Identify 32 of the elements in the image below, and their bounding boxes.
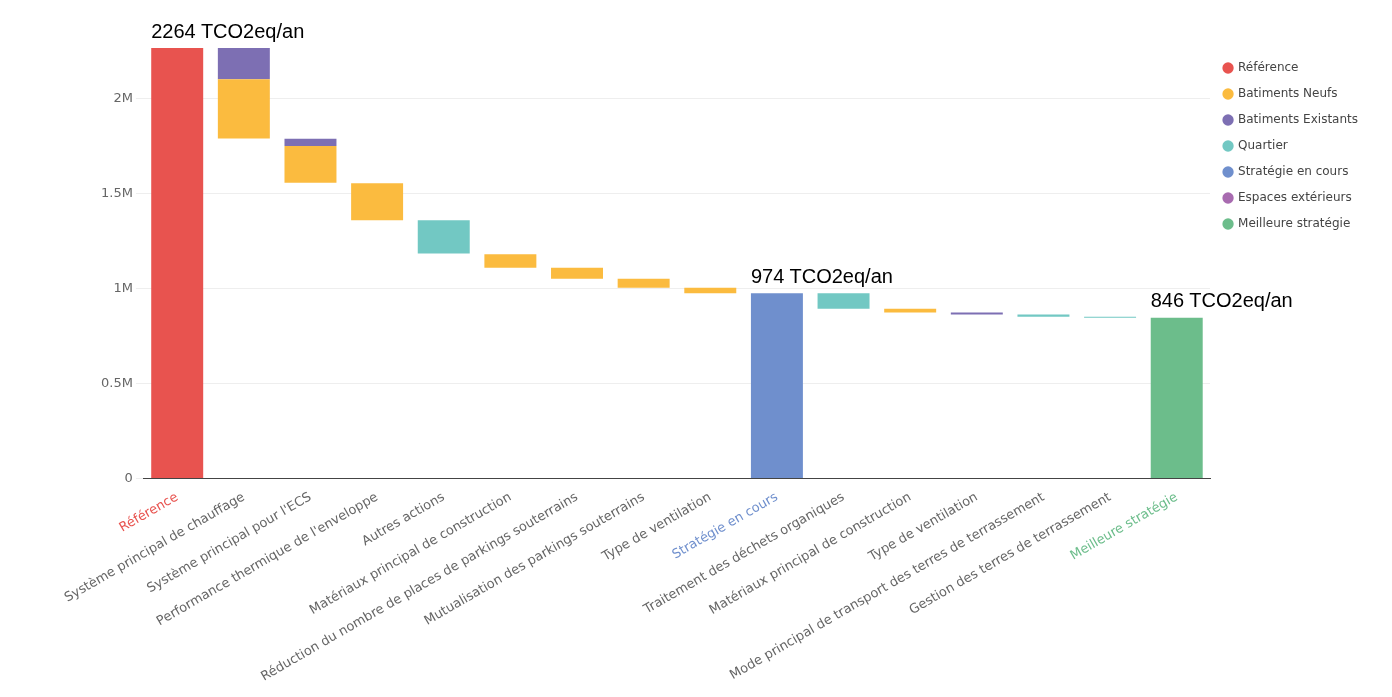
legend-label: Batiments Existants	[1238, 112, 1358, 127]
bar	[551, 267, 603, 279]
legend-label: Quartier	[1238, 138, 1288, 153]
bar	[217, 79, 270, 139]
bar	[617, 278, 670, 288]
bar	[351, 183, 404, 221]
bar	[484, 254, 537, 268]
bar	[1017, 314, 1070, 317]
y-tick-label: 1.5M	[101, 184, 133, 200]
legend-label: Référence	[1238, 60, 1299, 75]
y-tick-label: 1M	[113, 279, 133, 295]
bar	[151, 48, 204, 479]
bar	[1150, 317, 1203, 479]
legend-label: Espaces extérieurs	[1238, 190, 1352, 205]
legend-label: Meilleure stratégie	[1238, 216, 1351, 231]
bar	[284, 145, 337, 183]
bar	[684, 287, 737, 294]
annotation: 2264 TCO2eq/an	[151, 19, 305, 42]
annotation: 974 TCO2eq/an	[750, 264, 893, 287]
bar	[417, 220, 470, 254]
bar	[217, 48, 270, 80]
legend-label: Batiments Neufs	[1238, 86, 1338, 101]
bar	[817, 293, 870, 309]
bar	[284, 138, 337, 146]
y-tick-label: 0.5M	[101, 374, 133, 390]
bar	[884, 308, 937, 313]
legend-label: Stratégie en cours	[1238, 164, 1349, 179]
annotation: 846 TCO2eq/an	[1150, 289, 1293, 312]
bar	[750, 293, 803, 479]
y-tick-label: 0	[124, 469, 133, 485]
bar	[950, 312, 1003, 315]
y-tick-label: 2M	[113, 89, 133, 105]
